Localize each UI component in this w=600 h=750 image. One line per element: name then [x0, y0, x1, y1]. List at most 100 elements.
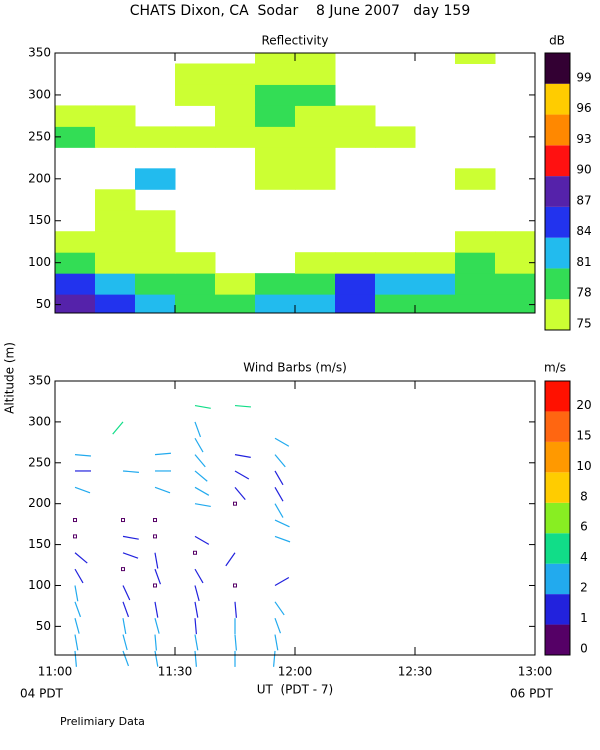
colorbar-segment	[545, 563, 570, 595]
colorbar-frame	[544, 52, 571, 331]
y-tick-label: 250	[28, 129, 51, 143]
wind-barb	[274, 601, 285, 616]
contour-cell	[455, 252, 496, 274]
contour-cell	[135, 231, 176, 253]
contour-cell	[255, 53, 296, 64]
contour-cell	[255, 168, 296, 190]
wind-barb	[154, 618, 160, 634]
y-tick-label: 50	[36, 297, 51, 311]
contour-cell	[135, 168, 176, 190]
colorbar-frame	[544, 380, 571, 656]
contour-cell	[175, 63, 216, 85]
footnote-left: 04 PDT	[20, 687, 64, 701]
contour-cell	[55, 126, 96, 148]
chart-title: Wind Barbs (m/s)	[243, 361, 347, 375]
y-axis-label: Altitude (m)	[3, 342, 17, 414]
contour-cell	[55, 273, 96, 295]
contour-cell	[135, 210, 176, 232]
y-tick-label: 300	[28, 87, 51, 101]
contour-cell	[295, 294, 336, 314]
wind-barb	[154, 452, 171, 456]
x-tick-label: 11:00	[38, 665, 73, 679]
wind-barb	[194, 650, 197, 667]
contour-cell	[295, 147, 336, 169]
colorbar-tick-label: 0	[580, 642, 588, 656]
wind-barb	[122, 634, 128, 651]
contour-cell	[95, 189, 136, 211]
wind-barb	[122, 601, 130, 618]
x-tick-label: 13:00	[518, 665, 553, 679]
y-tick-label: 300	[28, 414, 51, 428]
wind-barb	[234, 404, 251, 408]
colorbar-tick-label: 96	[576, 101, 591, 115]
wind-barb	[122, 470, 139, 473]
contour-cell	[95, 210, 136, 232]
contour-cell	[335, 252, 376, 274]
colorbar-tick-label: 1	[580, 611, 588, 625]
contour-cell	[175, 126, 216, 148]
colorbar-tick-label: 99	[576, 70, 591, 84]
contour-cell	[255, 147, 296, 169]
contour-cell	[215, 294, 256, 314]
contour-cell	[95, 273, 136, 295]
chart-title: Reflectivity	[261, 34, 328, 48]
y-tick-label: 350	[28, 46, 51, 60]
contour-cell	[95, 126, 136, 148]
colorbar-segment	[545, 83, 570, 115]
contour-cell	[295, 168, 336, 190]
page-title: CHATS Dixon, CA Sodar 8 June 2007 day 15…	[130, 3, 470, 19]
y-tick-label: 50	[36, 619, 51, 633]
contour-cell	[215, 63, 256, 85]
colorbar-tick-label: 20	[576, 398, 591, 412]
contour-cell	[215, 273, 256, 295]
y-tick-label: 100	[28, 578, 51, 592]
colorbar-segment	[545, 472, 570, 503]
contour-cell	[215, 126, 256, 148]
contour-cell	[375, 273, 416, 295]
colorbar-segment	[545, 502, 570, 534]
wind-barb	[274, 519, 290, 528]
note: Prelimiary Data	[60, 715, 145, 728]
wind-barb	[194, 421, 202, 438]
colorbar-tick-label: 84	[576, 224, 591, 238]
colorbar-tick-label: 2	[580, 581, 588, 595]
colorbar-tick-label: 15	[576, 428, 591, 442]
contour-cell	[55, 252, 96, 274]
wind-barb	[194, 486, 210, 496]
y-tick-label: 200	[28, 171, 51, 185]
colorbar-segment	[545, 411, 570, 442]
wind-barb	[234, 486, 246, 500]
contour-cell	[335, 273, 376, 295]
contour-cell	[175, 252, 216, 274]
wind-barb	[273, 650, 276, 667]
y-tick-label: 250	[28, 455, 51, 469]
colorbar-segment	[545, 533, 570, 564]
calm-marker	[153, 583, 157, 588]
contour-cell	[255, 294, 296, 314]
wind-barb	[74, 552, 88, 564]
wind-barb	[274, 503, 284, 518]
wind-barb	[194, 634, 199, 651]
contour-cell	[455, 294, 496, 314]
wind-barb	[74, 568, 84, 584]
contour-cell	[455, 273, 496, 295]
contour-cell	[415, 252, 456, 274]
contour-cell	[455, 53, 496, 64]
wind-barb	[74, 585, 79, 602]
colorbar-tick-label: 78	[576, 286, 591, 300]
contour-cell	[295, 126, 336, 148]
wind-barb	[154, 552, 159, 569]
wind-barb	[194, 535, 210, 545]
wind-barb	[274, 617, 282, 634]
contour-cell	[255, 84, 296, 106]
contour-cell	[495, 231, 536, 253]
contour-cell	[375, 252, 416, 274]
wind-barb	[154, 568, 162, 585]
contour-cell	[55, 231, 96, 253]
y-tick-label: 150	[28, 537, 51, 551]
contour-cell	[335, 294, 376, 314]
contour-cell	[415, 273, 456, 295]
colorbar-tick-label: 10	[576, 459, 591, 473]
contour-cell	[95, 231, 136, 253]
